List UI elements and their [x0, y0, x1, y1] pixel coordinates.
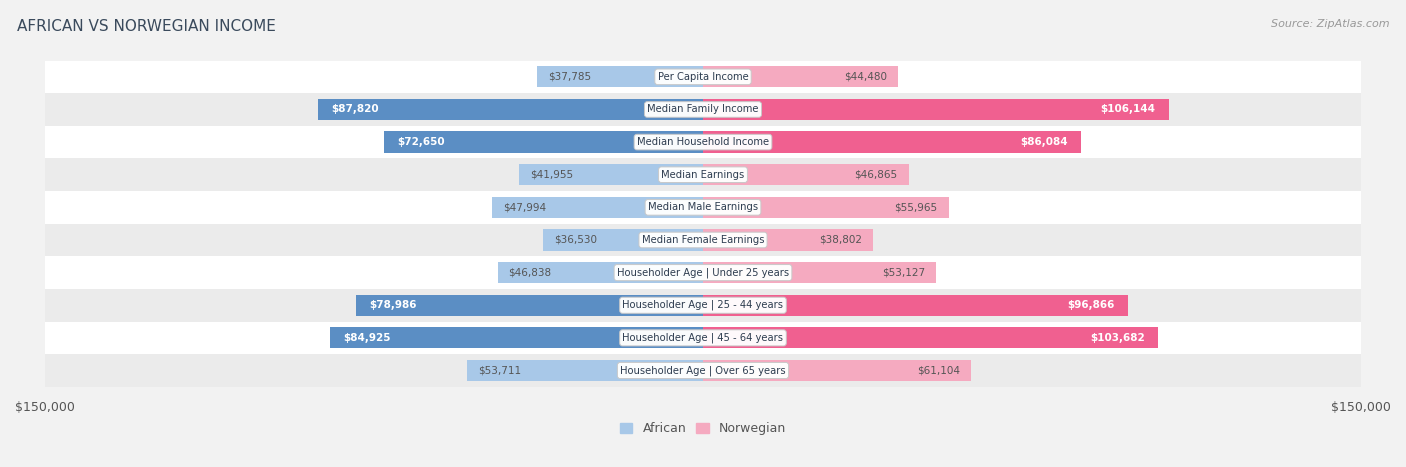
Bar	[703, 197, 949, 218]
Bar	[543, 229, 703, 251]
Text: Householder Age | Over 65 years: Householder Age | Over 65 years	[620, 365, 786, 376]
Bar	[537, 66, 703, 87]
Bar	[498, 262, 703, 283]
Bar	[703, 327, 1159, 348]
Text: $103,682: $103,682	[1090, 333, 1144, 343]
Bar	[45, 61, 1361, 93]
Text: Median Male Earnings: Median Male Earnings	[648, 202, 758, 212]
Text: $96,866: $96,866	[1067, 300, 1115, 310]
Bar	[384, 132, 703, 153]
Bar	[703, 164, 908, 185]
Text: Householder Age | 25 - 44 years: Householder Age | 25 - 44 years	[623, 300, 783, 311]
Bar	[703, 66, 898, 87]
Text: Median Earnings: Median Earnings	[661, 170, 745, 180]
Bar	[703, 360, 972, 381]
Text: $87,820: $87,820	[330, 105, 378, 114]
Bar	[703, 262, 936, 283]
Text: $84,925: $84,925	[343, 333, 391, 343]
Bar	[45, 224, 1361, 256]
Text: $72,650: $72,650	[398, 137, 446, 147]
Bar	[703, 132, 1081, 153]
Legend: African, Norwegian: African, Norwegian	[614, 417, 792, 440]
Bar	[357, 295, 703, 316]
Bar	[45, 256, 1361, 289]
Bar	[45, 322, 1361, 354]
Bar	[703, 229, 873, 251]
Text: Median Female Earnings: Median Female Earnings	[641, 235, 765, 245]
Bar	[519, 164, 703, 185]
Text: $38,802: $38,802	[820, 235, 862, 245]
Bar	[45, 93, 1361, 126]
Bar	[330, 327, 703, 348]
Text: $47,994: $47,994	[503, 202, 547, 212]
Bar	[45, 158, 1361, 191]
Text: Householder Age | Under 25 years: Householder Age | Under 25 years	[617, 268, 789, 278]
Text: $44,480: $44,480	[844, 72, 887, 82]
Text: $61,104: $61,104	[917, 366, 960, 375]
Bar	[703, 99, 1168, 120]
Text: Median Family Income: Median Family Income	[647, 105, 759, 114]
Text: $46,838: $46,838	[509, 268, 551, 277]
Text: $86,084: $86,084	[1019, 137, 1067, 147]
Bar	[467, 360, 703, 381]
Bar	[45, 126, 1361, 158]
Text: $46,865: $46,865	[855, 170, 897, 180]
Text: $36,530: $36,530	[554, 235, 596, 245]
Text: $37,785: $37,785	[548, 72, 592, 82]
Bar	[318, 99, 703, 120]
Bar	[45, 289, 1361, 322]
Text: Per Capita Income: Per Capita Income	[658, 72, 748, 82]
Text: $78,986: $78,986	[370, 300, 418, 310]
Text: $53,711: $53,711	[478, 366, 522, 375]
Text: Householder Age | 45 - 64 years: Householder Age | 45 - 64 years	[623, 333, 783, 343]
Bar	[703, 295, 1128, 316]
Bar	[45, 354, 1361, 387]
Text: $53,127: $53,127	[882, 268, 925, 277]
Bar	[492, 197, 703, 218]
Text: $106,144: $106,144	[1101, 105, 1156, 114]
Text: $55,965: $55,965	[894, 202, 938, 212]
Bar	[45, 191, 1361, 224]
Text: Source: ZipAtlas.com: Source: ZipAtlas.com	[1271, 19, 1389, 28]
Text: Median Household Income: Median Household Income	[637, 137, 769, 147]
Text: AFRICAN VS NORWEGIAN INCOME: AFRICAN VS NORWEGIAN INCOME	[17, 19, 276, 34]
Text: $41,955: $41,955	[530, 170, 574, 180]
